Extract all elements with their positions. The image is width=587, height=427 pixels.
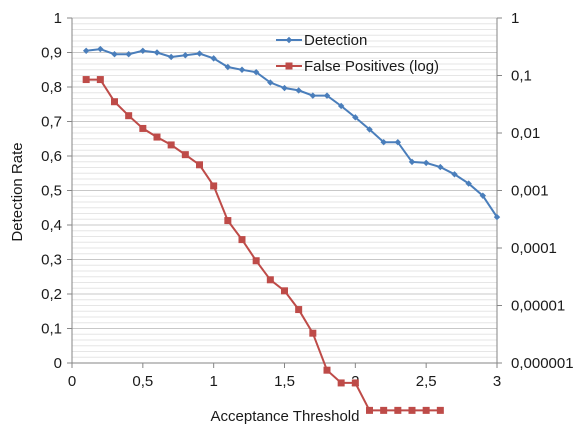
x-tick-label: 0 bbox=[68, 373, 76, 390]
data-point bbox=[153, 133, 161, 141]
y-tick-label: 0 bbox=[54, 355, 62, 372]
y-tick-label: 0,6 bbox=[41, 148, 62, 165]
data-point bbox=[210, 182, 218, 190]
series-false-positives bbox=[82, 76, 444, 414]
data-point bbox=[422, 159, 430, 167]
data-point bbox=[394, 406, 402, 414]
data-point bbox=[82, 76, 90, 84]
data-point bbox=[493, 213, 501, 221]
data-point bbox=[252, 257, 260, 265]
y-tick-label: 0,3 bbox=[41, 252, 62, 269]
data-point bbox=[437, 163, 444, 171]
data-point bbox=[82, 47, 90, 54]
y2-tick-label: 1 bbox=[511, 10, 519, 27]
data-point bbox=[323, 366, 331, 374]
axes bbox=[67, 17, 502, 368]
data-point bbox=[267, 79, 274, 86]
legend-label: Detection bbox=[304, 32, 367, 49]
y-axis-label: Detection Rate bbox=[9, 142, 26, 241]
data-point bbox=[153, 49, 161, 56]
data-point bbox=[337, 379, 345, 387]
data-point bbox=[479, 192, 487, 199]
data-point bbox=[167, 53, 175, 61]
data-point bbox=[181, 151, 189, 159]
data-point bbox=[238, 236, 246, 244]
data-point bbox=[238, 66, 246, 73]
data-point bbox=[352, 114, 359, 121]
data-point bbox=[366, 406, 373, 414]
data-point bbox=[111, 98, 118, 106]
data-point bbox=[285, 62, 293, 70]
y-tick-label: 0,1 bbox=[41, 321, 62, 338]
data-point bbox=[451, 171, 458, 178]
data-point bbox=[196, 50, 203, 57]
data-point bbox=[125, 51, 132, 58]
y-tick-label: 0,4 bbox=[41, 217, 62, 234]
data-point bbox=[380, 406, 388, 414]
y-tick-label: 1 bbox=[54, 10, 62, 27]
series-layer bbox=[82, 45, 501, 414]
x-tick-label: 0,5 bbox=[132, 373, 153, 390]
data-point bbox=[182, 52, 189, 59]
data-point bbox=[139, 124, 147, 132]
data-point bbox=[337, 102, 345, 110]
data-point bbox=[436, 406, 444, 414]
data-point bbox=[196, 161, 203, 169]
x-tick-label: 2,5 bbox=[416, 373, 437, 390]
data-point bbox=[167, 141, 175, 149]
series-detection bbox=[82, 45, 501, 221]
data-point bbox=[351, 379, 359, 387]
data-point bbox=[281, 287, 288, 295]
data-point bbox=[97, 45, 104, 53]
y-tick-label: 0,7 bbox=[41, 114, 62, 131]
data-point bbox=[285, 36, 293, 44]
data-point bbox=[295, 87, 302, 94]
legend: Detection False Positives (log) bbox=[276, 32, 439, 75]
x-tick-label: 1 bbox=[209, 373, 217, 390]
data-point bbox=[380, 139, 387, 146]
data-point bbox=[408, 406, 416, 414]
data-point bbox=[281, 84, 288, 92]
x-tick-label: 1,5 bbox=[274, 373, 295, 390]
y-tick-label: 0,8 bbox=[41, 79, 62, 96]
data-point bbox=[96, 76, 104, 84]
data-point bbox=[111, 51, 118, 58]
series-line bbox=[86, 78, 441, 412]
data-point bbox=[210, 55, 217, 62]
y2-tick-label: 0,000001 bbox=[511, 355, 574, 372]
data-point bbox=[309, 329, 317, 337]
data-point bbox=[224, 63, 232, 71]
data-point bbox=[422, 406, 430, 414]
y2-tick-label: 0,001 bbox=[511, 183, 549, 200]
data-point bbox=[252, 68, 260, 76]
data-point bbox=[125, 112, 133, 120]
data-point bbox=[295, 306, 303, 314]
data-point bbox=[224, 217, 232, 225]
y2-tick-label: 0,1 bbox=[511, 68, 532, 85]
legend-item: Detection bbox=[276, 32, 367, 49]
y2-tick-label: 0,01 bbox=[511, 125, 540, 142]
data-point bbox=[366, 126, 373, 133]
y2-tick-label: 0,00001 bbox=[511, 298, 565, 315]
data-point bbox=[309, 92, 317, 99]
data-point bbox=[394, 139, 402, 146]
y-tick-label: 0,5 bbox=[41, 183, 62, 200]
y2-tick-label: 0,0001 bbox=[511, 240, 557, 257]
x-axis-label: Acceptance Threshold bbox=[211, 408, 360, 425]
data-point bbox=[266, 276, 274, 284]
data-point bbox=[465, 180, 472, 187]
data-point bbox=[139, 47, 147, 54]
x-tick-label: 3 bbox=[493, 373, 501, 390]
legend-item: False Positives (log) bbox=[276, 58, 439, 75]
data-point bbox=[323, 92, 331, 99]
legend-label: False Positives (log) bbox=[304, 58, 439, 75]
y-tick-label: 0,2 bbox=[41, 286, 62, 303]
data-point bbox=[408, 158, 416, 166]
y-tick-label: 0,9 bbox=[41, 45, 62, 62]
